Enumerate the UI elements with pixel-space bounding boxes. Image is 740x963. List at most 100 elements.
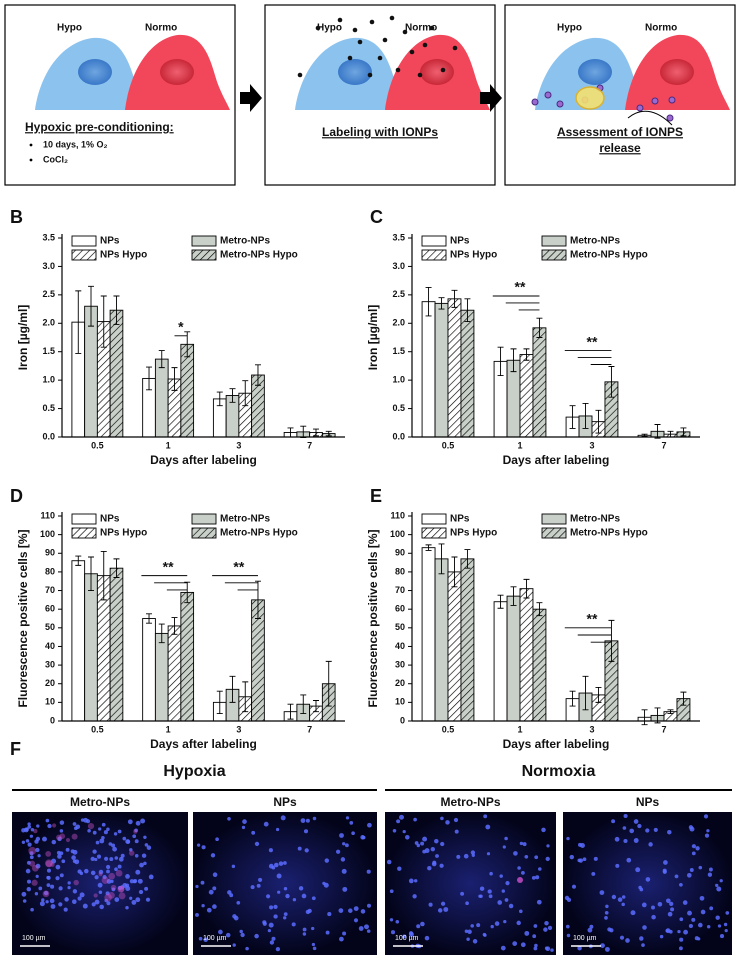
nucleus-dot bbox=[25, 827, 29, 832]
nucleus-dot bbox=[645, 828, 650, 833]
nucleus-dot bbox=[233, 915, 239, 921]
nucleus-dot bbox=[283, 861, 287, 865]
legend-label: NPs bbox=[100, 236, 120, 247]
legend-label: NPs Hypo bbox=[450, 250, 497, 261]
nucleus-dot bbox=[45, 900, 49, 904]
nucleus-dot bbox=[58, 902, 63, 907]
nucleus-dot bbox=[63, 907, 68, 912]
particle-signal bbox=[118, 885, 125, 892]
nucleus-dot bbox=[90, 870, 96, 876]
scale-bar-label: 100 µm bbox=[395, 935, 419, 942]
x-tick-label: 0.5 bbox=[442, 440, 455, 450]
nucleus-dot bbox=[94, 875, 99, 880]
nucleus-dot bbox=[544, 920, 549, 926]
panel-label: E bbox=[370, 486, 382, 506]
y-tick-label: 2.0 bbox=[42, 318, 55, 328]
legend-label: NPs Hypo bbox=[450, 528, 497, 539]
nucleus-dot bbox=[470, 924, 474, 928]
error-bar bbox=[582, 675, 589, 711]
nucleus-dot bbox=[71, 855, 76, 860]
bar bbox=[154, 632, 169, 722]
nucleus-dot bbox=[487, 889, 492, 894]
legend-label: Metro-NPs bbox=[220, 236, 270, 247]
y-tick-label: 70 bbox=[395, 585, 405, 595]
nucleus-dot bbox=[639, 936, 644, 941]
nucleus-dot bbox=[619, 935, 625, 940]
nucleus-dot bbox=[638, 885, 642, 890]
nucleus-dot bbox=[335, 849, 341, 854]
y-tick-label: 2.5 bbox=[392, 289, 405, 299]
nucleus-dot bbox=[27, 842, 32, 847]
error-bar bbox=[654, 424, 661, 439]
bar bbox=[519, 588, 534, 722]
y-tick-label: 10 bbox=[395, 697, 405, 707]
nucleus-dot bbox=[225, 932, 231, 938]
error-bar bbox=[88, 285, 95, 327]
nucleus-dot bbox=[550, 948, 554, 952]
nucleus-dot bbox=[271, 936, 276, 941]
nucleus-dot bbox=[338, 908, 344, 913]
error-bar bbox=[242, 380, 249, 407]
nucleus-dot bbox=[715, 915, 720, 920]
nucleus-dot bbox=[29, 855, 34, 860]
nucleus-dot bbox=[312, 816, 317, 821]
nucleus-dot bbox=[604, 910, 609, 915]
nucleus-dot bbox=[566, 897, 572, 903]
nucleus-dot bbox=[195, 884, 199, 889]
nucleus-dot bbox=[61, 859, 66, 864]
error-bar bbox=[595, 687, 602, 703]
nucleus-dot bbox=[611, 819, 616, 824]
nucleus-dot bbox=[517, 866, 521, 870]
y-tick-label: 3.0 bbox=[392, 261, 405, 271]
y-tick-label: 110 bbox=[390, 510, 405, 520]
nucleus-dot bbox=[678, 946, 683, 951]
nanoparticle bbox=[367, 72, 373, 78]
y-tick-label: 0.5 bbox=[392, 403, 405, 413]
nucleus-dot bbox=[72, 822, 77, 826]
panel-label: B bbox=[10, 207, 23, 227]
legend-swatch bbox=[191, 527, 217, 539]
particle-signal bbox=[517, 877, 523, 883]
nucleus-dot bbox=[201, 845, 206, 850]
nucleus-dot bbox=[38, 886, 43, 891]
nucleus-dot bbox=[479, 886, 485, 891]
nucleus-dot bbox=[427, 865, 432, 871]
nucleus-dot bbox=[111, 843, 116, 848]
nucleus-dot bbox=[47, 823, 52, 829]
nucleus-dot bbox=[440, 816, 444, 821]
nanoparticle bbox=[352, 27, 358, 33]
y-tick-label: 50 bbox=[395, 622, 405, 632]
bar bbox=[71, 560, 86, 722]
nucleus-dot bbox=[239, 929, 243, 934]
nucleus-dot bbox=[405, 835, 410, 840]
nucleus-dot bbox=[251, 830, 256, 835]
nucleus-dot bbox=[534, 943, 538, 948]
nucleus-dot bbox=[98, 890, 103, 894]
x-tick-label: 7 bbox=[661, 724, 666, 734]
nucleus-dot bbox=[534, 855, 539, 860]
error-bar bbox=[113, 558, 120, 578]
nucleus-dot bbox=[686, 872, 692, 878]
nucleus-dot bbox=[59, 820, 65, 825]
particle-signal bbox=[108, 892, 115, 899]
panel-label: C bbox=[370, 207, 383, 227]
nanoparticle bbox=[417, 72, 423, 78]
bar bbox=[447, 571, 462, 722]
nucleus-dot bbox=[577, 842, 583, 847]
nucleus-dot bbox=[642, 925, 647, 930]
nucleus-dot bbox=[49, 898, 55, 904]
panel-label: D bbox=[10, 486, 23, 506]
nucleus-dot bbox=[339, 833, 344, 838]
bar bbox=[180, 591, 195, 722]
nucleus-dot bbox=[599, 890, 605, 895]
nucleus-dot bbox=[119, 885, 125, 890]
nucleus-dot bbox=[502, 845, 506, 849]
error-bar bbox=[667, 709, 674, 714]
x-tick-label: 7 bbox=[661, 440, 666, 450]
nucleus-dot bbox=[422, 849, 427, 854]
nucleus-dot bbox=[483, 814, 488, 819]
error-bar bbox=[654, 707, 661, 724]
nucleus-dot bbox=[439, 863, 444, 868]
nucleus-dot bbox=[364, 924, 369, 930]
bar bbox=[109, 309, 124, 438]
